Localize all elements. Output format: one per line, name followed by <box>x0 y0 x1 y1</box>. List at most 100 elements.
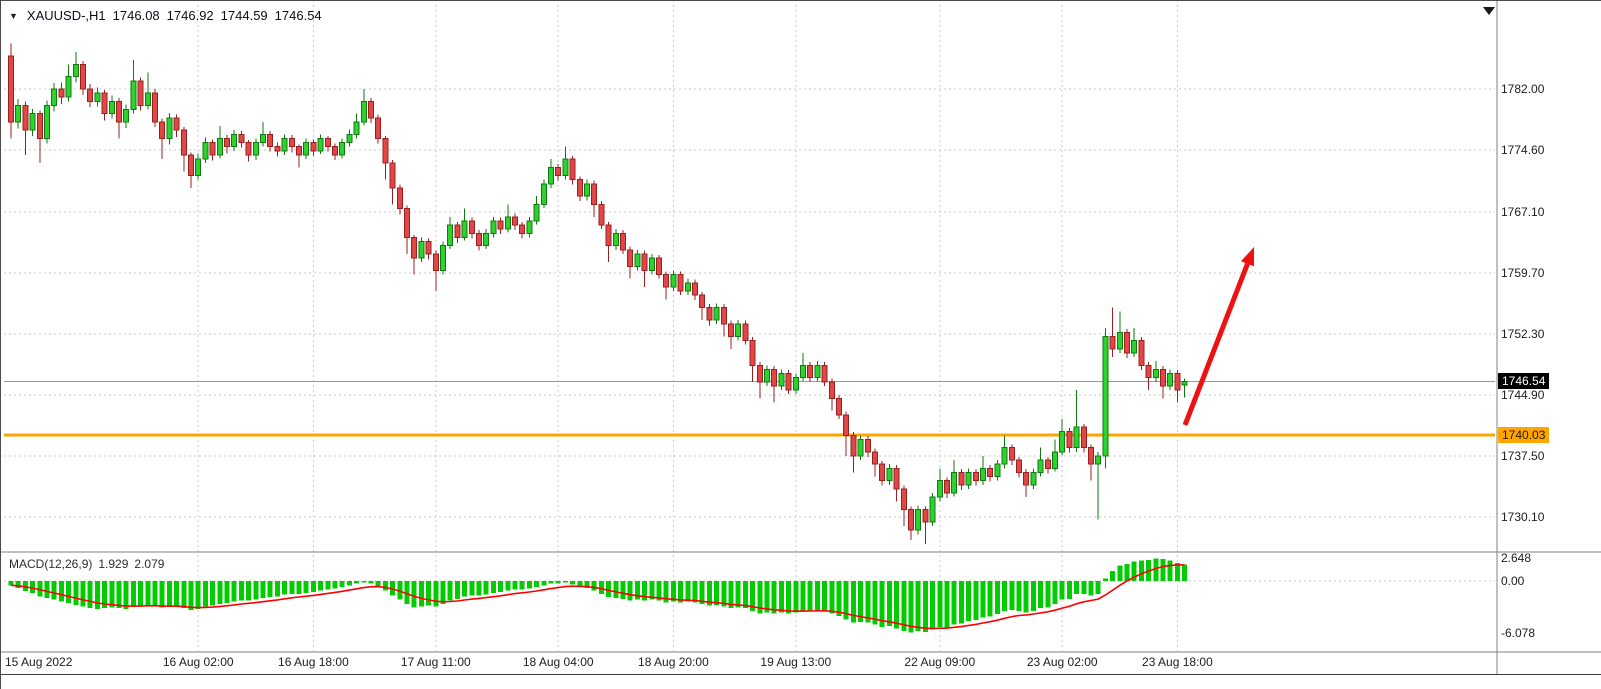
symbol-header: ▼ XAUUSD-,H1 1746.08 1746.92 1744.59 174… <box>9 8 322 23</box>
candle-body <box>238 133 245 144</box>
price-axis-label: 1774.60 <box>1501 143 1545 158</box>
candle-body <box>8 55 14 123</box>
candle-body <box>720 307 727 325</box>
candle-body <box>1131 340 1138 354</box>
macd-histogram-bar <box>210 581 216 606</box>
trend-arrow-head[interactable] <box>1240 247 1255 267</box>
bid-price-tag: 1746.54 <box>1498 373 1550 390</box>
macd-histogram-bar <box>505 581 511 591</box>
candle-body <box>152 92 158 123</box>
time-axis-label: 15 Aug 2022 <box>5 655 73 669</box>
macd-histogram-bar <box>123 581 129 610</box>
trend-arrow-shaft[interactable] <box>1182 262 1250 426</box>
macd-histogram-bar <box>94 581 100 610</box>
candle-body <box>404 208 410 238</box>
macd-histogram-bar <box>994 581 1000 615</box>
macd-histogram-bar <box>721 581 727 607</box>
macd-histogram-bar <box>138 581 144 606</box>
ohlc-low: 1744.59 <box>220 8 268 23</box>
macd-histogram-bar <box>843 581 849 620</box>
macd-histogram-bar <box>1131 561 1137 581</box>
macd-histogram-bar <box>462 581 468 597</box>
macd-main-value: 1.929 <box>98 557 129 571</box>
macd-histogram-bar <box>80 581 86 607</box>
macd-histogram-bar <box>253 581 259 600</box>
hline-price-tag[interactable]: 1740.03 <box>1498 427 1550 444</box>
candle-body <box>476 232 482 247</box>
candle-body <box>281 137 288 152</box>
macd-histogram-bar <box>332 581 338 589</box>
candle-body <box>87 88 94 102</box>
candle-body <box>915 509 922 531</box>
candle-body <box>468 220 475 234</box>
macd-histogram-bar <box>1081 581 1087 594</box>
candle-body <box>533 203 540 222</box>
macd-histogram-bar <box>260 581 266 598</box>
candle-body <box>612 232 619 247</box>
macd-histogram-bar <box>822 581 828 611</box>
macd-histogram-bar <box>987 581 993 617</box>
candle-body <box>123 109 130 123</box>
candle-body <box>375 117 382 139</box>
chart-shift-marker-icon[interactable] <box>1483 7 1495 15</box>
macd-histogram-bar <box>922 581 928 632</box>
macd-histogram-bar <box>692 581 698 603</box>
candle-body <box>512 216 518 226</box>
macd-axis-label: -6.078 <box>1501 625 1536 640</box>
macd-histogram-bar <box>627 581 633 601</box>
macd-histogram-bar <box>1095 581 1101 594</box>
candle-body <box>800 364 806 379</box>
candle-body <box>1102 335 1109 457</box>
candle-body <box>180 129 187 156</box>
candle-body <box>267 133 274 148</box>
macd-histogram-bar <box>1117 565 1123 581</box>
candle-body <box>627 249 634 267</box>
macd-histogram-bar <box>15 581 21 588</box>
macd-histogram-bar <box>1059 581 1065 600</box>
macd-histogram-bar <box>346 581 352 586</box>
macd-histogram-bar <box>1088 581 1094 596</box>
candle-body <box>1059 430 1066 453</box>
candle-body <box>22 104 29 131</box>
macd-histogram-bar <box>1066 581 1072 599</box>
candle-body <box>202 142 209 160</box>
macd-histogram-bar <box>908 581 914 633</box>
candle-body <box>756 364 763 383</box>
macd-histogram-bar <box>814 581 820 610</box>
macd-histogram-bar <box>706 581 712 606</box>
candle-body <box>252 142 259 156</box>
macd-histogram-bar <box>764 581 770 613</box>
ohlc-high: 1746.92 <box>166 8 214 23</box>
candle-body <box>598 203 605 226</box>
macd-histogram-bar <box>649 581 655 600</box>
candle-body <box>1174 373 1181 391</box>
candle-body <box>15 104 22 123</box>
candle-body <box>1052 451 1058 469</box>
candle-body <box>1008 447 1015 461</box>
price-axis-label: 1744.90 <box>1501 387 1545 402</box>
macd-histogram-bar <box>44 581 50 598</box>
macd-histogram-bar <box>1167 560 1173 581</box>
candle-body <box>1109 335 1116 350</box>
macd-histogram-bar <box>51 581 57 600</box>
candle-body <box>137 80 144 106</box>
candle-body <box>317 137 324 152</box>
candle-body <box>663 274 670 288</box>
candle-body <box>778 373 785 387</box>
candle-body <box>389 162 396 189</box>
ohlc-open: 1746.08 <box>112 8 160 23</box>
candle-body <box>1138 340 1145 366</box>
macd-histogram-bar <box>296 581 302 594</box>
macd-indicator-label: MACD(12,26,9) <box>9 557 93 571</box>
macd-histogram-bar <box>318 581 324 591</box>
candle-body <box>850 434 857 457</box>
macd-histogram-bar <box>1102 578 1108 581</box>
candle-body <box>65 76 72 98</box>
macd-histogram-bar <box>771 581 777 614</box>
symbol-dropdown-icon[interactable]: ▼ <box>9 10 18 21</box>
macd-histogram-bar <box>476 581 482 596</box>
candle-body <box>101 92 108 115</box>
macd-histogram-bar <box>483 581 489 595</box>
macd-histogram-bar <box>73 581 79 605</box>
